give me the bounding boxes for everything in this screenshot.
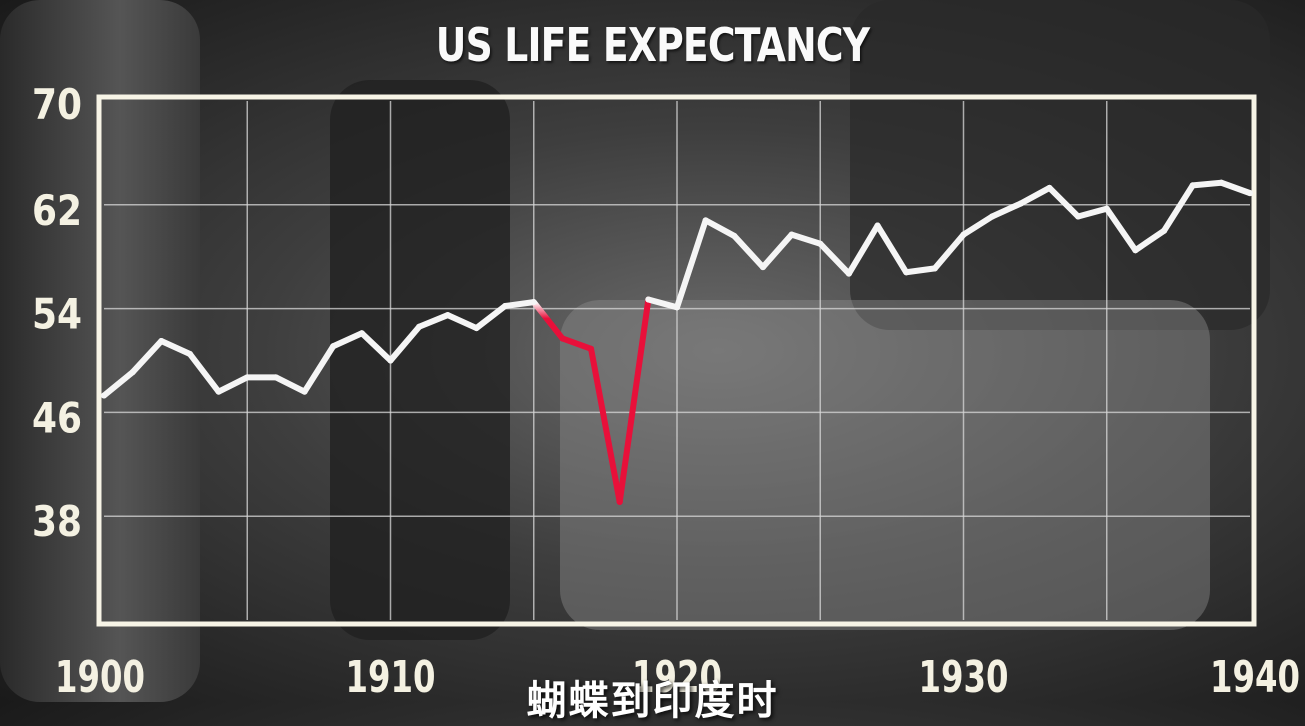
data-point [674, 304, 680, 311]
data-point [1103, 205, 1110, 212]
data-point [502, 303, 509, 310]
data-point [416, 323, 423, 330]
data-point [244, 374, 251, 381]
y-tick-label: 46 [32, 393, 82, 442]
line-segment [502, 299, 537, 310]
data-point [186, 351, 193, 358]
data-point [874, 222, 881, 229]
x-tick-label: 1920 [632, 652, 722, 702]
line-segment [101, 369, 136, 399]
data-point [731, 232, 738, 239]
data-point [1218, 179, 1225, 186]
line-segment [530, 299, 566, 342]
x-tick-label: 1900 [55, 652, 145, 702]
y-tick-label: 38 [32, 497, 82, 546]
y-tick-label: 70 [32, 80, 82, 129]
line-segment [817, 240, 852, 277]
x-tick-label: 1930 [919, 652, 1009, 702]
y-tick-label: 54 [32, 290, 82, 339]
line-segment [989, 200, 1024, 220]
line-segment [358, 330, 394, 364]
data-point [530, 299, 537, 306]
line-segment [1046, 184, 1082, 220]
line-segment [845, 222, 881, 277]
data-point [645, 296, 652, 303]
line-segment [931, 231, 967, 272]
data-point [989, 213, 996, 220]
line-segment [215, 374, 251, 395]
line-segment [674, 217, 709, 311]
line-segment [960, 213, 996, 238]
background-figure-right [850, 0, 1270, 330]
line-segment [588, 345, 623, 505]
line-segment [158, 338, 193, 358]
data-point [129, 369, 136, 376]
data-point [1046, 184, 1053, 191]
line-chart: 38 46 54 62 70 1900 1910 1920 1930 1940 [32, 80, 1300, 702]
line-segment [1132, 227, 1168, 254]
data-point [817, 240, 824, 247]
plot-frame [96, 94, 1257, 627]
data-point [559, 335, 566, 342]
line-segment [1103, 205, 1139, 254]
chart-title: US LIFE EXPECTANCY [435, 18, 870, 72]
data-point [215, 388, 222, 395]
data-point [702, 217, 709, 224]
line-segment [1017, 184, 1053, 207]
line-segment [788, 231, 824, 247]
line-segment [702, 217, 738, 239]
line-segment [731, 232, 766, 271]
data-point [845, 270, 852, 277]
line-segment [416, 312, 451, 330]
data-point [473, 325, 480, 332]
line-segment [616, 296, 652, 505]
line-segment [186, 351, 222, 395]
line-segment [444, 312, 480, 332]
line-segment [874, 222, 910, 276]
line-segment [473, 303, 509, 332]
line-segment [330, 330, 365, 350]
data-point [272, 374, 279, 381]
data-point [330, 343, 337, 350]
data-point [931, 265, 938, 272]
data-point [903, 269, 910, 276]
data-point [1075, 213, 1082, 220]
data-point [1189, 182, 1196, 189]
data-point [1161, 227, 1168, 234]
data-point [1017, 200, 1024, 207]
data-point [101, 392, 107, 399]
line-segment [1161, 182, 1196, 234]
data-point [588, 345, 595, 352]
line-segment [129, 338, 165, 376]
subtitle-caption: 蝴蝶到印度时 [526, 678, 779, 724]
data-point [1247, 190, 1253, 197]
data-point [158, 338, 165, 345]
data-point [788, 231, 795, 238]
line-segment [1218, 179, 1253, 197]
line-segment [1075, 205, 1110, 220]
line-segment [759, 231, 795, 271]
background-crate [560, 300, 1210, 630]
line-segment [387, 323, 423, 364]
line-segment [559, 335, 595, 352]
data-point [616, 498, 623, 505]
data-point [960, 231, 967, 238]
data-point [387, 357, 394, 364]
x-tick-label: 1940 [1210, 652, 1300, 702]
line-segment [903, 265, 938, 276]
line-segment [645, 296, 680, 311]
data-point [1132, 247, 1139, 254]
line-segment [1189, 179, 1225, 189]
data-point [301, 388, 308, 395]
data-point [759, 264, 766, 271]
y-tick-label: 62 [32, 186, 82, 235]
line-segment [301, 343, 337, 395]
x-tick-label: 1910 [346, 652, 436, 702]
data-point [358, 330, 365, 337]
background-figure-center [330, 80, 510, 640]
line-segment [272, 374, 308, 395]
data-point [444, 312, 451, 319]
